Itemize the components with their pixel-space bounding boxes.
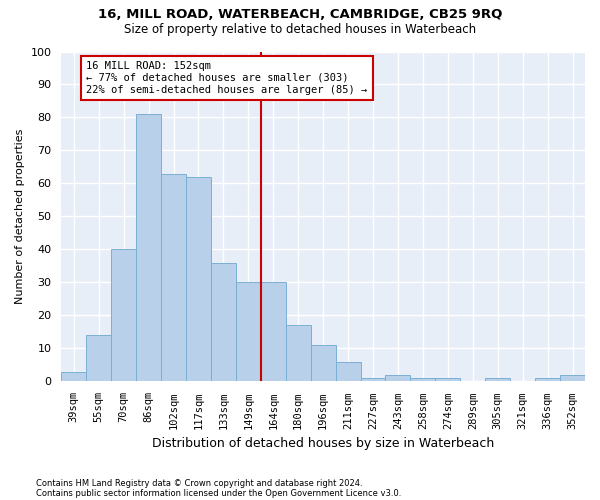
Bar bbox=[560, 375, 585, 382]
Text: 16 MILL ROAD: 152sqm
← 77% of detached houses are smaller (303)
22% of semi-deta: 16 MILL ROAD: 152sqm ← 77% of detached h… bbox=[86, 62, 367, 94]
Bar bbox=[111, 250, 136, 382]
Bar bbox=[286, 326, 311, 382]
Bar bbox=[186, 177, 211, 382]
Bar bbox=[61, 372, 86, 382]
Bar bbox=[436, 378, 460, 382]
X-axis label: Distribution of detached houses by size in Waterbeach: Distribution of detached houses by size … bbox=[152, 437, 494, 450]
Bar bbox=[236, 282, 261, 382]
Text: Contains public sector information licensed under the Open Government Licence v3: Contains public sector information licen… bbox=[36, 488, 401, 498]
Bar bbox=[535, 378, 560, 382]
Y-axis label: Number of detached properties: Number of detached properties bbox=[15, 129, 25, 304]
Text: 16, MILL ROAD, WATERBEACH, CAMBRIDGE, CB25 9RQ: 16, MILL ROAD, WATERBEACH, CAMBRIDGE, CB… bbox=[98, 8, 502, 20]
Bar bbox=[311, 345, 335, 382]
Text: Contains HM Land Registry data © Crown copyright and database right 2024.: Contains HM Land Registry data © Crown c… bbox=[36, 478, 362, 488]
Bar bbox=[361, 378, 385, 382]
Bar bbox=[410, 378, 436, 382]
Bar bbox=[211, 262, 236, 382]
Bar bbox=[136, 114, 161, 382]
Bar bbox=[335, 362, 361, 382]
Bar bbox=[161, 174, 186, 382]
Bar bbox=[485, 378, 510, 382]
Bar bbox=[261, 282, 286, 382]
Bar bbox=[86, 336, 111, 382]
Bar bbox=[385, 375, 410, 382]
Text: Size of property relative to detached houses in Waterbeach: Size of property relative to detached ho… bbox=[124, 22, 476, 36]
